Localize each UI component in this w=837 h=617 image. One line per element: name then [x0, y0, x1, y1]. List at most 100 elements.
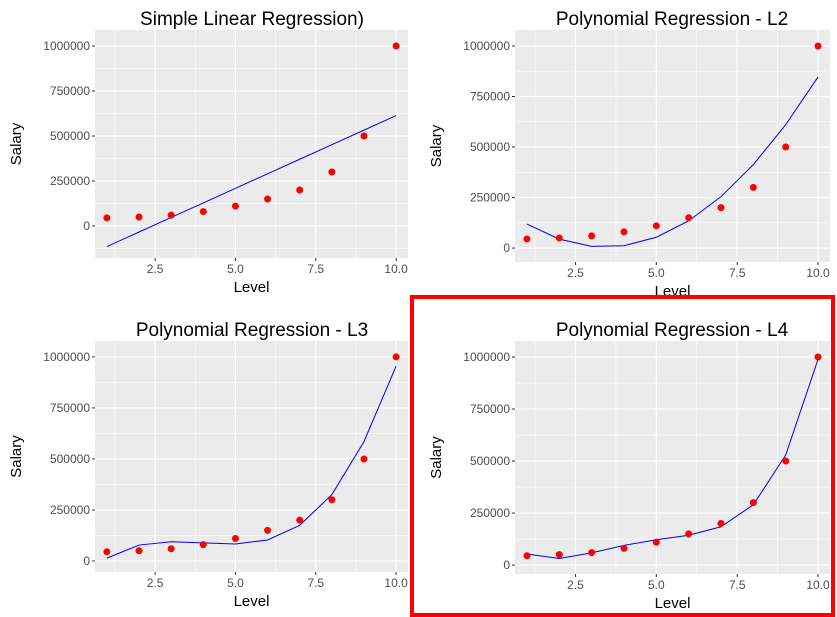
x-tick-label: 2.5	[147, 576, 164, 590]
x-tick-label: 2.5	[567, 578, 584, 592]
y-tick-label: 500000	[50, 129, 90, 143]
y-tick-label: 250000	[470, 506, 510, 520]
y-tick-label: 250000	[50, 174, 90, 188]
data-point	[685, 214, 693, 222]
chart-title: Polynomial Regression - L3	[136, 320, 368, 341]
panel-3: 2.5 5.0 7.5 10.0 0 250000 500000 750000 1000000 P…	[8, 320, 408, 610]
data-point	[167, 545, 175, 553]
data-point	[555, 234, 563, 242]
data-point	[588, 232, 596, 240]
x-tick-label: 7.5	[729, 266, 746, 280]
x-axis-label: Level	[234, 279, 270, 296]
y-tick-label: 750000	[50, 84, 90, 98]
y-tick-label: 1000000	[463, 39, 510, 53]
y-tick-label: 0	[503, 241, 510, 255]
data-point	[782, 457, 790, 465]
data-point	[782, 143, 790, 151]
y-tick-label: 0	[83, 219, 90, 233]
y-tick-label: 500000	[470, 140, 510, 154]
data-point	[296, 516, 304, 524]
data-point	[103, 548, 111, 556]
chart-title: Simple Linear Regression)	[140, 9, 364, 30]
x-tick-label: 7.5	[307, 576, 324, 590]
data-point	[523, 552, 531, 560]
data-point	[588, 549, 596, 557]
x-tick-label: 10.0	[384, 262, 408, 276]
x-axis-label: Level	[234, 593, 270, 610]
regression-line	[106, 115, 397, 248]
x-tick-label: 5.0	[648, 578, 665, 592]
y-tick-label: 750000	[470, 402, 510, 416]
data-point	[328, 168, 336, 176]
data-point	[296, 186, 304, 194]
data-point	[685, 530, 693, 538]
data-point	[360, 132, 368, 140]
data-point	[749, 183, 757, 191]
data-point	[231, 535, 239, 543]
data-point	[814, 42, 822, 50]
y-axis-label: Salary	[428, 124, 445, 167]
y-axis-label: Salary	[428, 436, 445, 479]
y-tick-label: 750000	[50, 401, 90, 415]
y-tick-label: 500000	[470, 454, 510, 468]
x-tick-label: 5.0	[648, 266, 665, 280]
x-tick-label: 7.5	[729, 578, 746, 592]
data-point	[167, 211, 175, 219]
x-tick-label: 10.0	[384, 576, 408, 590]
panel-4: 2.5 5.0 7.5 10.0 0 250000 500000 750000 1000000 P…	[428, 320, 830, 612]
data-point	[620, 228, 628, 236]
plot-background	[95, 30, 408, 258]
y-tick-label: 1000000	[43, 39, 90, 53]
chart-title: Polynomial Regression - L4	[556, 320, 789, 341]
data-point	[717, 204, 725, 212]
data-point	[360, 455, 368, 463]
data-point	[652, 538, 660, 546]
y-tick-label: 500000	[50, 452, 90, 466]
highlight-box	[410, 295, 835, 617]
data-point	[199, 541, 207, 549]
y-tick-label: 0	[83, 554, 90, 568]
y-tick-label: 250000	[50, 503, 90, 517]
regression-line	[526, 76, 819, 247]
data-point	[814, 353, 822, 361]
data-point	[199, 208, 207, 216]
data-point	[231, 202, 239, 210]
y-tick-label: 250000	[470, 191, 510, 205]
x-tick-label: 5.0	[227, 576, 244, 590]
x-tick-label: 2.5	[567, 266, 584, 280]
panel-1: 2.5 5.0 7.5 10.0 0 250000 500000 750000 1000000 S…	[8, 9, 408, 296]
data-point	[264, 526, 272, 534]
data-point	[103, 214, 111, 222]
x-tick-label: 2.5	[147, 262, 164, 276]
data-point	[717, 519, 725, 527]
y-axis-label: Salary	[8, 122, 25, 165]
y-tick-label: 0	[503, 558, 510, 572]
x-tick-label: 10.0	[806, 578, 830, 592]
chart-title: Polynomial Regression - L2	[556, 9, 788, 30]
data-point	[392, 353, 400, 361]
x-tick-label: 5.0	[227, 262, 244, 276]
data-point	[620, 544, 628, 552]
plot-background	[95, 341, 408, 572]
data-point	[392, 42, 400, 50]
y-axis-label: Salary	[8, 435, 25, 478]
x-axis-label: Level	[655, 595, 691, 612]
data-point	[555, 551, 563, 559]
y-tick-label: 1000000	[43, 350, 90, 364]
panel-2: 2.5 5.0 7.5 10.0 0 250000 500000 750000 1000000 P…	[428, 9, 830, 300]
x-tick-label: 7.5	[307, 262, 324, 276]
y-tick-label: 750000	[470, 89, 510, 103]
data-point	[523, 235, 531, 243]
data-point	[328, 496, 336, 504]
regression-line	[106, 365, 397, 559]
regression-line	[526, 359, 819, 559]
data-point	[264, 195, 272, 203]
x-tick-label: 10.0	[806, 266, 830, 280]
data-point	[135, 547, 143, 555]
y-tick-label: 1000000	[463, 350, 510, 364]
data-point	[652, 222, 660, 230]
data-point	[135, 213, 143, 221]
data-point	[749, 499, 757, 507]
